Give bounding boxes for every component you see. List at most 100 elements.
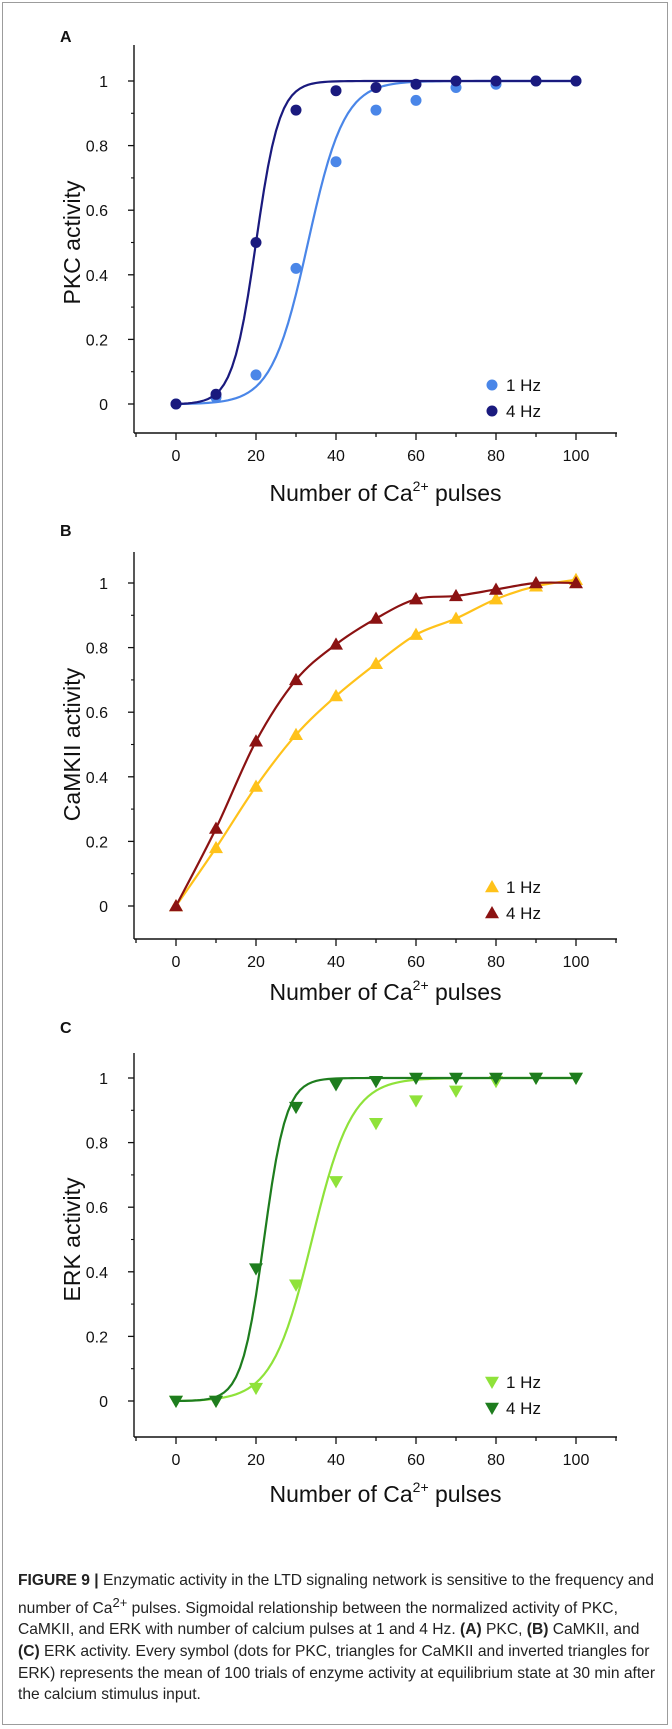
caption-text-c: ERK activity. Every symbol (dots for PKC… — [18, 1642, 656, 1704]
y-tick-label: 0.4 — [86, 268, 108, 285]
y-tick-label: 0 — [99, 397, 108, 414]
data-point — [329, 1079, 343, 1092]
x-axis-title: Number of Ca2+ pulses — [269, 1479, 501, 1507]
data-point — [449, 1085, 463, 1098]
legend-label: 4 Hz — [506, 1399, 541, 1418]
series-4hz — [169, 1072, 583, 1408]
data-point — [249, 779, 263, 792]
caption-superscript: 2+ — [112, 1594, 128, 1610]
y-tick-label: 0 — [99, 899, 108, 916]
data-point — [289, 1101, 303, 1115]
data-point — [249, 1263, 263, 1276]
data-point — [489, 582, 503, 595]
y-axis-title: CaMKII activity — [59, 667, 85, 821]
legend-marker — [485, 880, 499, 893]
legend-label: 4 Hz — [506, 904, 541, 923]
data-point — [210, 388, 222, 400]
legend-label: 1 Hz — [506, 376, 541, 395]
data-point — [569, 1072, 583, 1085]
data-point — [449, 1072, 463, 1085]
y-tick-label: 0.6 — [86, 203, 108, 220]
legend-marker — [486, 379, 498, 391]
data-point — [529, 1072, 543, 1085]
panel-c: C 0 0.2 0.4 0.6 0.8 1 0 20 40 60 80 100 Number of Ca2… — [59, 1020, 617, 1507]
x-tick-label: 60 — [407, 954, 425, 971]
data-point — [370, 104, 382, 116]
legend-marker — [486, 405, 498, 417]
x-tick-label: 40 — [327, 448, 345, 465]
data-point — [409, 1095, 423, 1108]
y-tick-label: 0.4 — [86, 1265, 108, 1282]
data-point — [449, 588, 463, 602]
data-point — [409, 1072, 423, 1085]
y-axis-title: PKC activity — [59, 180, 85, 304]
x-tick-label: 80 — [487, 1452, 505, 1469]
x-tick-label: 100 — [563, 1452, 590, 1469]
x-tick-label: 100 — [563, 954, 590, 971]
data-point — [290, 104, 302, 116]
series-1hz — [169, 572, 583, 912]
caption-tag-c: (C) — [18, 1642, 40, 1660]
data-point — [289, 727, 303, 741]
data-point — [329, 689, 343, 702]
x-tick-label: 100 — [563, 448, 590, 465]
x-tick-label: 60 — [407, 448, 425, 465]
data-point — [369, 1075, 383, 1089]
data-point — [329, 1176, 343, 1189]
data-point — [369, 656, 383, 669]
y-tick-label: 1 — [99, 1071, 108, 1088]
legend-label: 1 Hz — [506, 1373, 541, 1392]
data-point — [410, 94, 422, 106]
legend-label: 1 Hz — [506, 878, 541, 897]
data-point — [249, 1382, 263, 1396]
x-tick-label: 80 — [487, 448, 505, 465]
data-point — [250, 237, 262, 248]
fit-curve — [175, 79, 576, 406]
caption-separator: | — [89, 1572, 103, 1589]
x-axis-title: Number of Ca2+ pulses — [269, 478, 501, 506]
figure-caption: FIGURE 9 | Enzymatic activity in the LTD… — [18, 1570, 658, 1706]
data-point — [369, 611, 383, 624]
y-tick-label: 1 — [99, 576, 108, 593]
series-4hz — [169, 576, 583, 912]
data-point — [169, 899, 183, 912]
caption-tag-b: (B) — [526, 1621, 549, 1639]
data-point — [409, 592, 423, 605]
caption-text-1: Enzymatic activity in the LTD signaling … — [18, 1572, 654, 1617]
data-point — [329, 637, 343, 650]
data-point — [209, 840, 223, 854]
figure-label: FIGURE 9 — [18, 1572, 90, 1589]
data-point — [369, 1117, 383, 1131]
data-point — [250, 369, 262, 381]
data-point — [570, 75, 582, 87]
fit-curve — [175, 581, 577, 907]
x-tick-label: 0 — [172, 954, 181, 971]
data-point — [409, 627, 423, 640]
data-point — [489, 1072, 503, 1085]
legend-label: 4 Hz — [506, 402, 541, 421]
data-point — [450, 75, 462, 87]
data-point — [169, 1395, 183, 1408]
data-point — [410, 78, 422, 90]
x-tick-label: 0 — [172, 448, 181, 465]
data-point — [490, 75, 502, 87]
data-point — [170, 398, 182, 410]
y-tick-label: 0.2 — [86, 834, 108, 851]
data-point — [330, 156, 342, 168]
y-axis-title: ERK activity — [59, 1177, 85, 1301]
series-1hz — [169, 1072, 583, 1408]
y-tick-label: 0.6 — [86, 705, 108, 722]
data-point — [569, 576, 583, 589]
data-point — [330, 85, 342, 97]
x-axis-title: Number of Ca2+ pulses — [269, 977, 501, 1005]
x-tick-label: 80 — [487, 954, 505, 971]
y-tick-label: 0.8 — [86, 139, 108, 156]
caption-tag-a: (A) — [460, 1621, 482, 1639]
caption-text-b: CaMKII, and — [548, 1621, 640, 1639]
caption-text-2: pulses. Sigmoidal relationship between t… — [18, 1599, 618, 1639]
panel-b: B 0 0.2 0.4 0.6 0.8 1 0 20 40 60 80 100 Number of Ca2… — [59, 523, 617, 1005]
y-tick-label: 0.2 — [86, 332, 108, 349]
y-tick-label: 0.2 — [86, 1329, 108, 1346]
panel-letter: C — [60, 1020, 72, 1037]
